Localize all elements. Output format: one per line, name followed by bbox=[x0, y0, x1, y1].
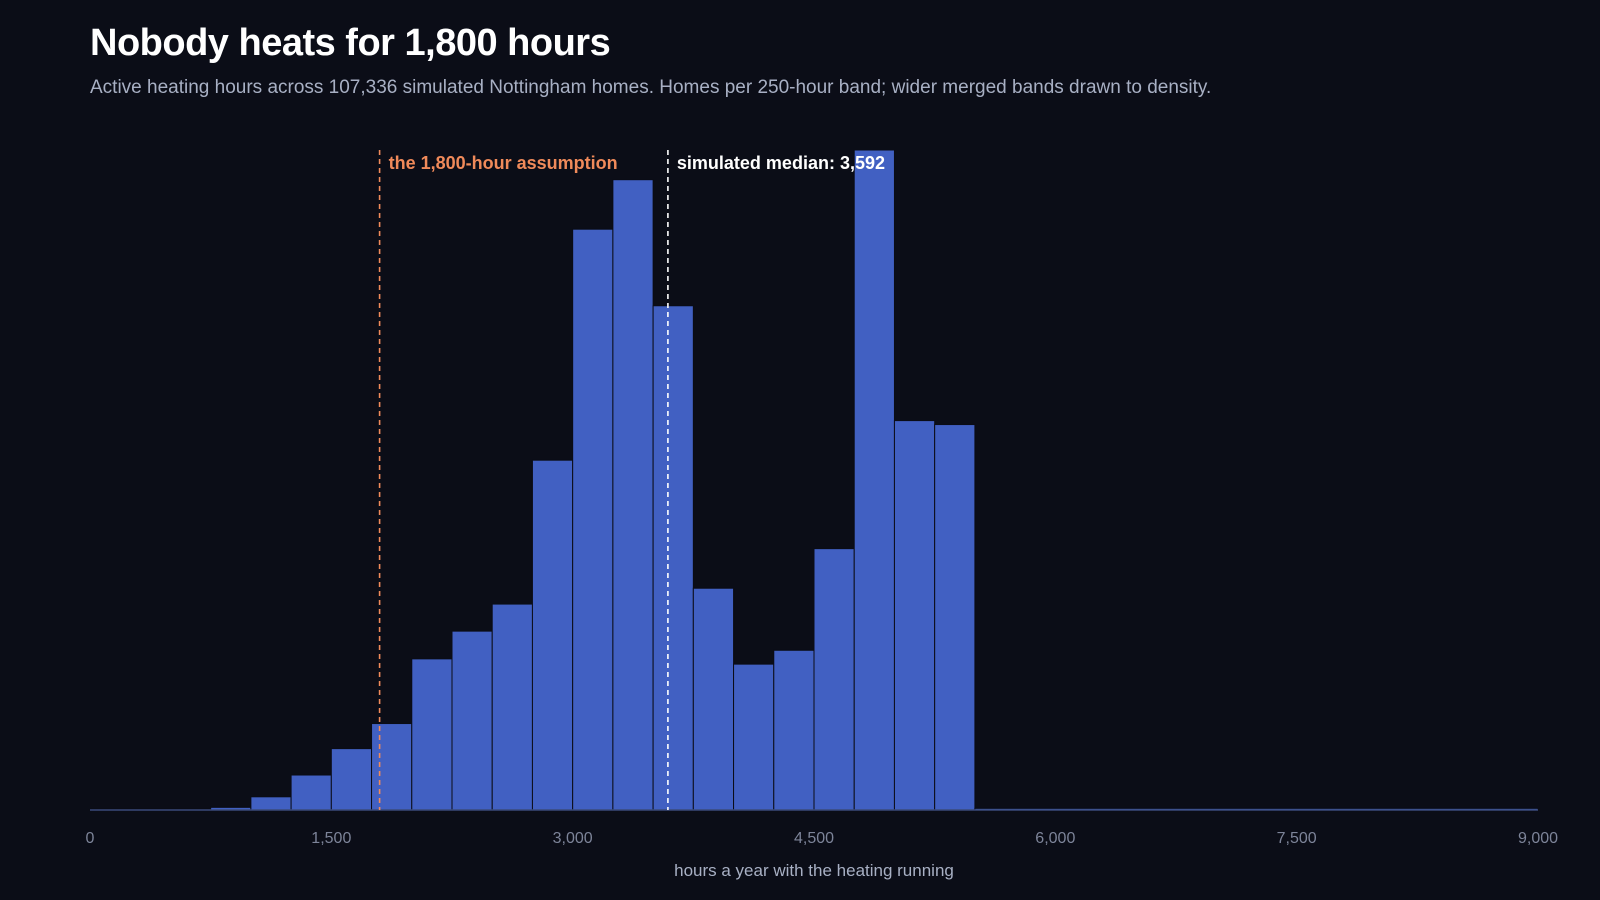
histogram-bar bbox=[411, 658, 453, 811]
histogram-bar bbox=[451, 630, 493, 811]
histogram-bar bbox=[773, 649, 815, 811]
histogram-bar bbox=[250, 796, 292, 811]
histogram-bar bbox=[893, 420, 936, 811]
histogram-bar bbox=[813, 548, 855, 811]
x-tick-label: 9,000 bbox=[1518, 830, 1558, 847]
assumption-label: the 1,800-hour assumption bbox=[389, 153, 618, 173]
x-tick-label: 6,000 bbox=[1035, 830, 1075, 847]
histogram-bar bbox=[612, 179, 654, 811]
histogram-bar bbox=[733, 663, 775, 811]
histogram-bar bbox=[491, 603, 533, 811]
chart-title: Nobody heats for 1,800 hours bbox=[90, 22, 611, 64]
x-tick-label: 0 bbox=[86, 830, 95, 847]
histogram-bar bbox=[290, 774, 332, 811]
x-ticks-group: 0 1,500 3,000 4,500 6,000 7,500 9,000 bbox=[86, 830, 1559, 847]
histogram-bar bbox=[692, 587, 735, 811]
histogram-bar bbox=[371, 723, 413, 811]
histogram-bar bbox=[934, 424, 976, 811]
histogram-bar bbox=[531, 459, 574, 811]
x-tick-label: 1,500 bbox=[311, 830, 351, 847]
annotations-group: the 1,800-hour assumption simulated media… bbox=[378, 150, 885, 810]
x-tick-label: 7,500 bbox=[1277, 830, 1317, 847]
histogram-bar bbox=[572, 228, 614, 811]
chart-subtitle: Active heating hours across 107,336 simu… bbox=[90, 77, 1212, 98]
histogram-bar bbox=[652, 305, 694, 811]
x-axis-label: hours a year with the heating running bbox=[674, 861, 954, 880]
median-label: simulated median: 3,592 bbox=[677, 153, 885, 173]
bars-group bbox=[89, 149, 1539, 811]
x-tick-label: 4,500 bbox=[794, 830, 834, 847]
x-tick-label: 3,000 bbox=[553, 830, 593, 847]
histogram-bar bbox=[330, 748, 373, 811]
histogram-bar bbox=[853, 149, 895, 811]
